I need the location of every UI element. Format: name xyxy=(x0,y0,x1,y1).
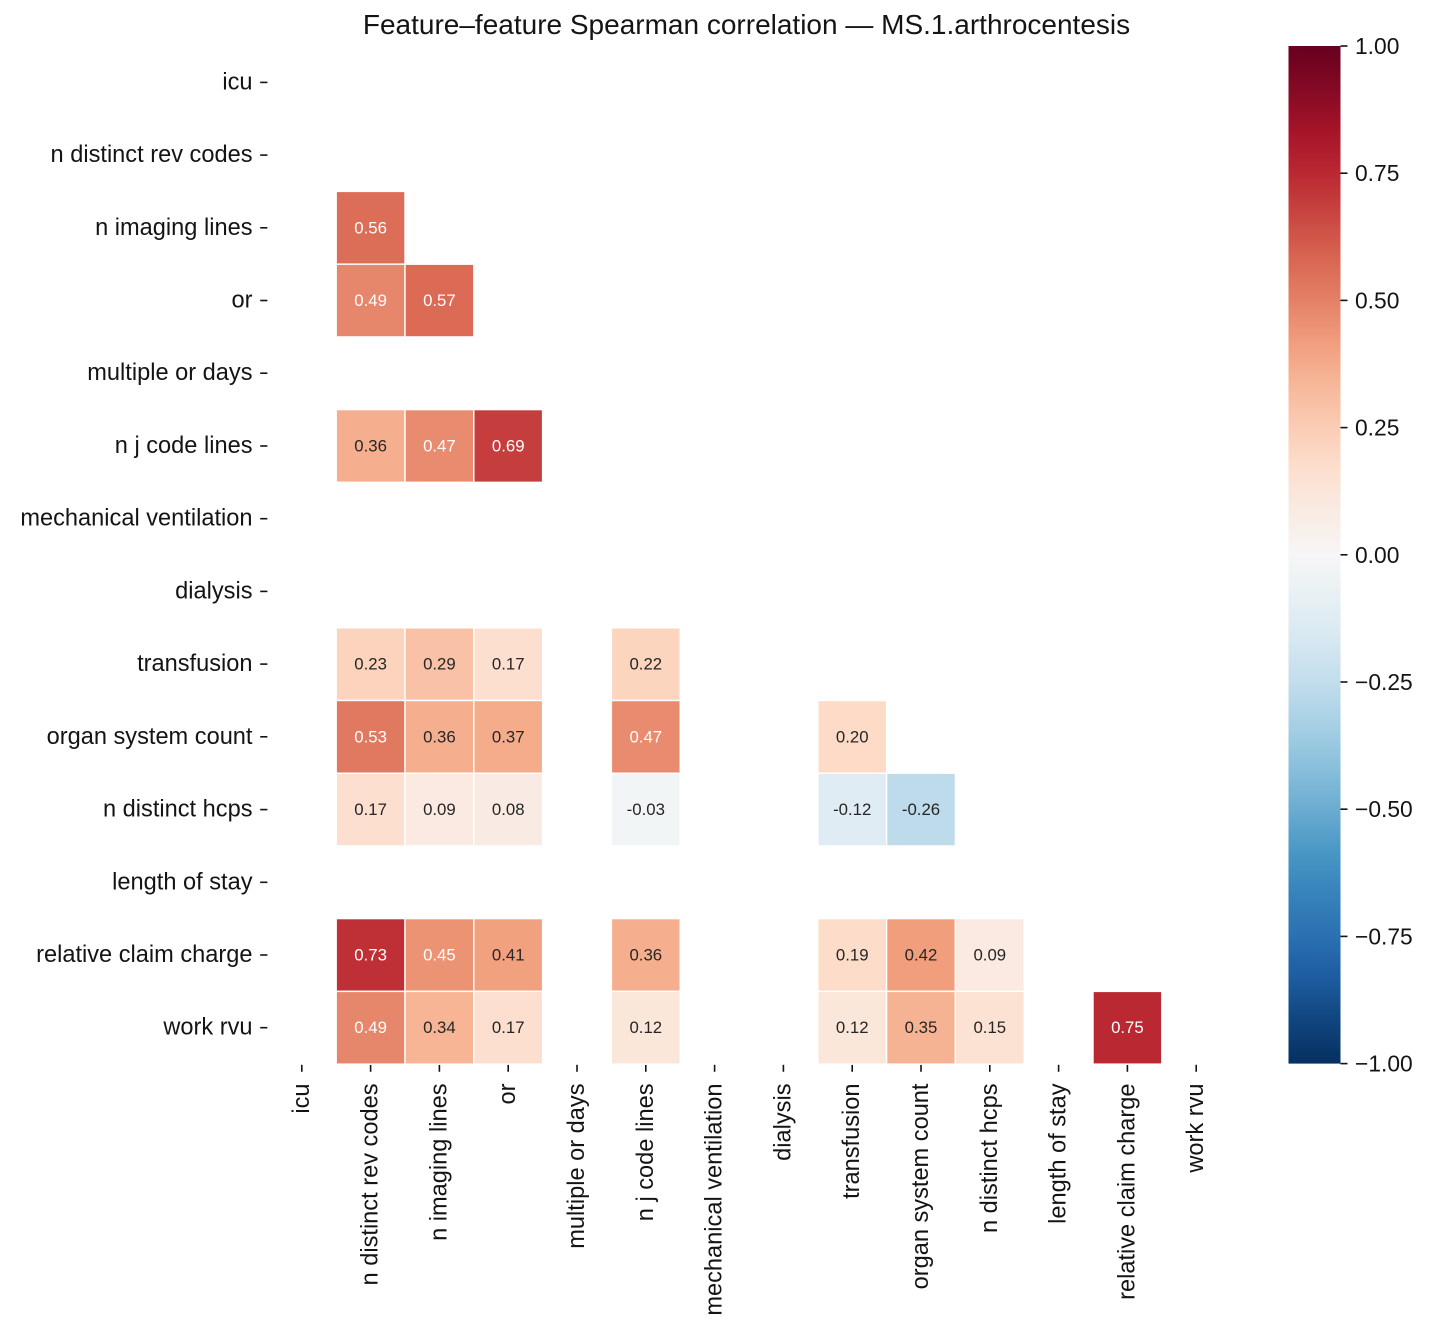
svg-text:0.73: 0.73 xyxy=(354,946,387,965)
svg-text:0.09: 0.09 xyxy=(423,800,456,819)
svg-text:-0.03: -0.03 xyxy=(627,800,665,819)
svg-text:transfusion: transfusion xyxy=(137,651,252,677)
svg-text:Feature–feature Spearman corre: Feature–feature Spearman correlation — M… xyxy=(363,9,1130,40)
svg-text:-0.12: -0.12 xyxy=(833,800,871,819)
svg-text:work rvu: work rvu xyxy=(1183,1084,1209,1174)
svg-text:0.50: 0.50 xyxy=(1355,287,1399,313)
svg-text:mechanical ventilation: mechanical ventilation xyxy=(20,506,252,532)
svg-text:-0.26: -0.26 xyxy=(902,800,940,819)
svg-text:0.69: 0.69 xyxy=(492,437,525,456)
svg-text:0.36: 0.36 xyxy=(354,437,387,456)
svg-text:or: or xyxy=(495,1083,521,1104)
svg-text:n distinct hcps: n distinct hcps xyxy=(103,797,253,823)
svg-text:0.45: 0.45 xyxy=(423,946,456,965)
svg-text:organ system count: organ system count xyxy=(908,1083,934,1289)
svg-text:0.34: 0.34 xyxy=(423,1018,456,1037)
svg-text:0.29: 0.29 xyxy=(423,655,456,674)
svg-text:0.17: 0.17 xyxy=(354,800,387,819)
svg-text:0.22: 0.22 xyxy=(629,655,662,674)
svg-text:dialysis: dialysis xyxy=(770,1084,796,1161)
svg-text:−0.50: −0.50 xyxy=(1355,796,1413,822)
svg-text:0.49: 0.49 xyxy=(354,291,387,310)
svg-text:mechanical ventilation: mechanical ventilation xyxy=(702,1084,728,1316)
svg-text:0.36: 0.36 xyxy=(629,946,662,965)
svg-text:0.41: 0.41 xyxy=(492,946,525,965)
svg-text:n imaging lines: n imaging lines xyxy=(426,1084,452,1241)
svg-text:length of stay: length of stay xyxy=(1046,1083,1072,1224)
svg-text:n j code lines: n j code lines xyxy=(115,433,253,459)
svg-text:0.57: 0.57 xyxy=(423,291,456,310)
svg-text:multiple or days: multiple or days xyxy=(87,360,252,386)
svg-text:0.47: 0.47 xyxy=(423,437,456,456)
svg-text:organ system count: organ system count xyxy=(47,724,253,750)
svg-text:0.75: 0.75 xyxy=(1111,1018,1144,1037)
svg-text:0.56: 0.56 xyxy=(354,218,387,237)
svg-text:−1.00: −1.00 xyxy=(1355,1051,1413,1077)
svg-text:n j code lines: n j code lines xyxy=(633,1084,659,1222)
svg-text:0.15: 0.15 xyxy=(973,1018,1006,1037)
svg-text:0.09: 0.09 xyxy=(973,946,1006,965)
svg-text:−0.75: −0.75 xyxy=(1355,923,1413,949)
svg-text:0.19: 0.19 xyxy=(836,946,869,965)
svg-text:0.53: 0.53 xyxy=(354,727,387,746)
svg-text:n imaging lines: n imaging lines xyxy=(95,215,252,241)
svg-text:0.08: 0.08 xyxy=(492,800,525,819)
svg-text:n distinct rev codes: n distinct rev codes xyxy=(358,1084,384,1286)
svg-text:0.12: 0.12 xyxy=(836,1018,869,1037)
svg-text:0.47: 0.47 xyxy=(629,727,662,746)
svg-text:n distinct hcps: n distinct hcps xyxy=(977,1084,1003,1234)
svg-text:multiple or days: multiple or days xyxy=(564,1084,590,1249)
svg-text:transfusion: transfusion xyxy=(839,1084,865,1199)
svg-text:0.20: 0.20 xyxy=(836,727,869,746)
svg-text:0.37: 0.37 xyxy=(492,727,525,746)
svg-text:icu: icu xyxy=(222,69,252,95)
svg-text:0.36: 0.36 xyxy=(423,727,456,746)
svg-text:n distinct rev codes: n distinct rev codes xyxy=(51,142,253,168)
svg-text:0.23: 0.23 xyxy=(354,655,387,674)
svg-text:dialysis: dialysis xyxy=(175,578,252,604)
svg-text:relative claim charge: relative claim charge xyxy=(1114,1084,1140,1300)
svg-text:0.35: 0.35 xyxy=(905,1018,938,1037)
svg-text:or: or xyxy=(232,288,253,314)
svg-text:0.75: 0.75 xyxy=(1355,160,1399,186)
svg-text:length of stay: length of stay xyxy=(112,869,253,895)
svg-text:1.00: 1.00 xyxy=(1355,33,1399,59)
svg-text:0.25: 0.25 xyxy=(1355,415,1399,441)
svg-text:0.17: 0.17 xyxy=(492,655,525,674)
svg-text:icu: icu xyxy=(289,1084,315,1114)
svg-text:0.49: 0.49 xyxy=(354,1018,387,1037)
svg-text:0.42: 0.42 xyxy=(905,946,938,965)
svg-text:work rvu: work rvu xyxy=(162,1015,252,1041)
svg-text:0.12: 0.12 xyxy=(629,1018,662,1037)
svg-text:0.00: 0.00 xyxy=(1355,542,1399,568)
svg-text:relative claim charge: relative claim charge xyxy=(36,942,252,968)
svg-text:0.17: 0.17 xyxy=(492,1018,525,1037)
svg-text:−0.25: −0.25 xyxy=(1355,669,1413,695)
